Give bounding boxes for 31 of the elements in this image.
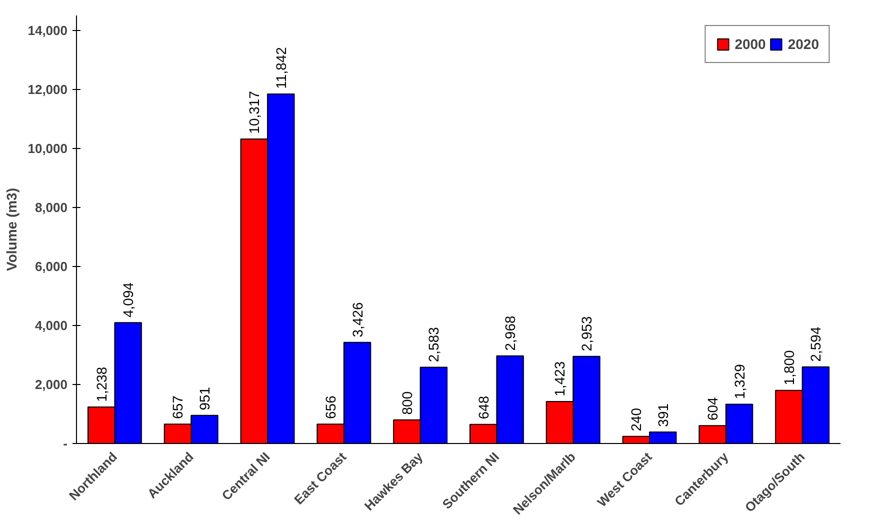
y-axis-title: Volume (m3) [4,188,20,271]
y-tick-label: - [63,436,68,451]
y-tick-label: 2,000 [34,376,68,392]
data-label: 2,583 [426,326,442,362]
data-label: 2,594 [808,326,824,362]
y-tick-label: 4,000 [34,318,68,333]
data-label: 2,968 [502,316,518,351]
data-label: 604 [704,396,721,421]
data-label: 10,317 [246,90,262,134]
y-tick-label: 12,000 [28,82,68,97]
legend-label: 2000 [734,36,766,52]
data-label: 1,329 [731,364,748,400]
y-tick-label: 14,000 [28,22,68,38]
data-label: 657 [170,395,186,419]
data-label: 11,842 [272,46,289,89]
data-label: 3,426 [349,302,366,338]
data-label: 391 [654,403,671,427]
legend-label: 2020 [788,36,819,52]
data-label: 4,094 [120,282,136,318]
data-label: 656 [322,395,339,419]
data-label: 800 [398,391,415,415]
data-label: 1,800 [780,350,797,386]
y-tick-label: 10,000 [28,140,68,156]
data-label: 1,238 [93,366,110,402]
y-tick-label: 8,000 [34,200,68,215]
data-label: 2,953 [578,316,594,352]
y-tick-label: 6,000 [34,258,68,274]
data-label: 648 [475,396,492,420]
data-label: 240 [628,408,644,432]
data-label: 1,423 [552,361,568,396]
data-label: 951 [196,386,212,410]
